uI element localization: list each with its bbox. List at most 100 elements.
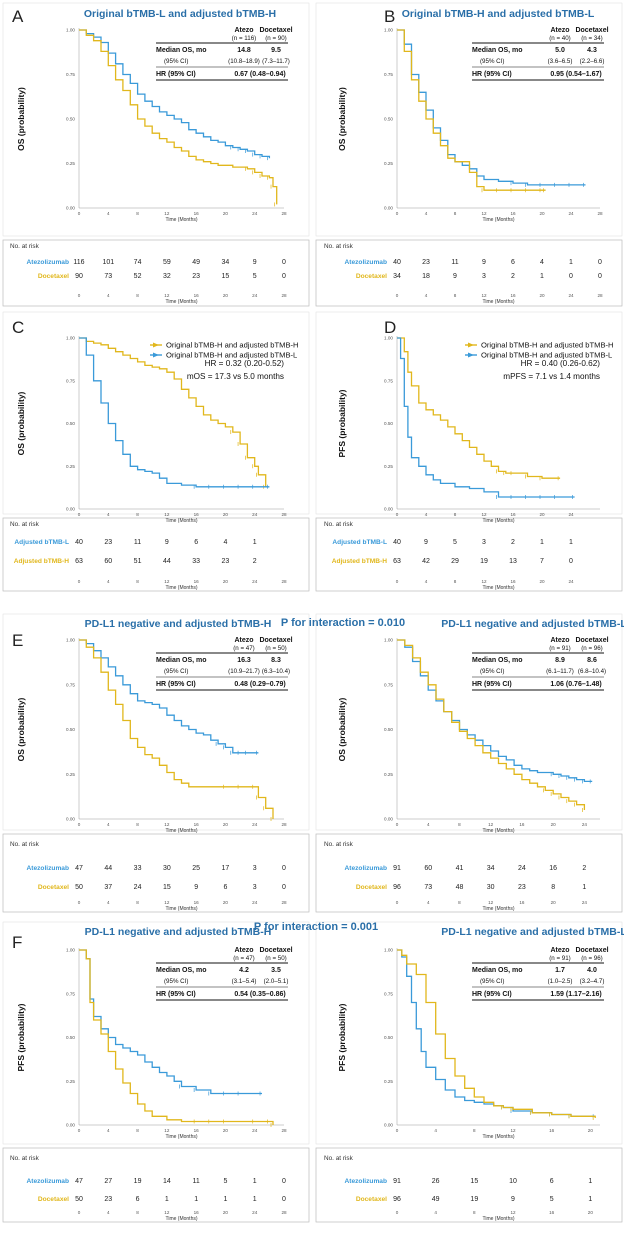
x-tick-label: 0 <box>78 512 81 517</box>
risk-count: 2 <box>511 273 515 280</box>
km-curve-docetaxel <box>397 639 586 810</box>
x-tick-label: 0 <box>396 211 399 216</box>
risk-count: 1 <box>569 539 573 546</box>
risk-count: 40 <box>393 259 401 266</box>
x-tick-label: 8 <box>136 1128 139 1133</box>
risk-count: 1 <box>582 884 586 891</box>
y-tick-label: 0.00 <box>384 206 393 211</box>
x-tick-label: 8 <box>136 211 139 216</box>
stats-row-hr: HR (95% CI) <box>472 991 512 998</box>
x-tick-label: 16 <box>194 822 200 827</box>
km-curve-atezolizumab <box>79 949 262 1095</box>
risk-count: 23 <box>222 558 230 565</box>
stats-row-hr: HR (95% CI) <box>156 71 196 78</box>
risk-count: 33 <box>134 865 142 872</box>
risk-x-tick: 0 <box>396 579 399 584</box>
annotation: HR = 0.40 (0.26-0.62) <box>521 359 601 368</box>
risk-count: 34 <box>222 259 230 266</box>
risk-x-label: Time (Months) <box>165 906 197 912</box>
risk-count: 30 <box>487 884 495 891</box>
risk-row-label: Docetaxel <box>38 1196 69 1203</box>
risk-count: 11 <box>451 259 458 266</box>
risk-x-label: Time (Months) <box>165 1216 197 1222</box>
x-tick-label: 16 <box>510 211 516 216</box>
stats-ci-docetaxel: (7.3–11.7) <box>262 58 290 65</box>
y-tick-label: 0.25 <box>384 772 393 777</box>
y-axis-label: PFS (probability) <box>337 389 347 457</box>
risk-count: 63 <box>393 558 401 565</box>
risk-count: 50 <box>75 1196 83 1203</box>
risk-row-label: Docetaxel <box>356 1196 387 1203</box>
risk-count: 33 <box>192 558 200 565</box>
risk-x-tick: 28 <box>281 293 287 298</box>
risk-x-tick: 4 <box>107 579 110 584</box>
risk-count: 9 <box>194 884 198 891</box>
risk-x-tick: 0 <box>396 900 399 905</box>
risk-x-tick: 28 <box>597 293 603 298</box>
x-tick-label: 20 <box>551 822 557 827</box>
km-curve-docetaxel <box>397 29 546 191</box>
x-tick-label: 4 <box>107 822 110 827</box>
y-tick-label: 1.00 <box>384 28 393 33</box>
risk-count: 0 <box>282 259 286 266</box>
x-tick-label: 4 <box>427 822 430 827</box>
stats-header-docetaxel: Docetaxel <box>575 637 608 644</box>
risk-count: 96 <box>393 884 401 891</box>
risk-row-label: Adjusted bTMB-H <box>14 558 70 565</box>
km-curve-original-btmb-h-and-adjusted-btmb-l <box>397 337 575 498</box>
y-tick-label: 0.25 <box>384 1079 393 1084</box>
no-at-risk-title: No. at risk <box>10 243 40 250</box>
risk-count: 1 <box>253 1196 257 1203</box>
stats-header-docetaxel: Docetaxel <box>259 27 292 34</box>
no-at-risk-title: No. at risk <box>324 1155 354 1162</box>
risk-table-frame <box>2 239 310 307</box>
stats-median-atezo: 1.7 <box>555 967 565 974</box>
x-tick-label: 24 <box>582 822 588 827</box>
risk-count: 19 <box>480 558 488 565</box>
panel-letter: E <box>12 631 23 650</box>
risk-x-tick: 4 <box>425 293 428 298</box>
risk-count: 6 <box>136 1196 140 1203</box>
stats-hr-value: 1.06 (0.76–1.48) <box>550 681 601 688</box>
risk-count: 60 <box>104 558 112 565</box>
x-tick-label: 24 <box>568 211 574 216</box>
risk-count: 27 <box>104 1178 112 1185</box>
risk-count: 3 <box>253 865 257 872</box>
stats-row-median: Median OS, mo <box>156 47 207 54</box>
stats-ci-atezo: (1.0–2.5) <box>548 978 573 985</box>
risk-count: 5 <box>223 1178 227 1185</box>
risk-table-frame <box>315 833 623 913</box>
panel-title: Original bTMB-L and adjusted bTMB-H <box>84 8 276 20</box>
risk-row-label: Docetaxel <box>356 884 387 891</box>
stats-row-ci: (95% CI) <box>480 978 504 985</box>
stats-n-atezo: (n = 47) <box>233 645 255 652</box>
x-axis-label: Time (Months) <box>482 1134 514 1140</box>
legend-label: Original bTMB-H and adjusted bTMB-H <box>481 341 614 350</box>
y-tick-label: 1.00 <box>66 638 75 643</box>
risk-count: 2 <box>582 865 586 872</box>
x-tick-label: 4 <box>425 211 428 216</box>
stats-median-atezo: 8.9 <box>555 657 565 664</box>
risk-count: 25 <box>192 865 200 872</box>
stats-header-atezo: Atezo <box>550 637 569 644</box>
risk-x-tick: 4 <box>427 900 430 905</box>
risk-x-label: Time (Months) <box>482 299 514 305</box>
risk-x-tick: 24 <box>252 579 258 584</box>
risk-count: 9 <box>511 1196 515 1203</box>
x-tick-label: 12 <box>481 512 487 517</box>
panel-letter: B <box>384 7 395 26</box>
risk-x-tick: 28 <box>281 900 287 905</box>
x-tick-label: 20 <box>539 211 545 216</box>
risk-count: 5 <box>253 273 257 280</box>
km-curve-docetaxel <box>79 639 274 819</box>
risk-count: 1 <box>588 1196 592 1203</box>
x-tick-label: 8 <box>136 512 139 517</box>
stats-n-docetaxel: (n = 50) <box>265 955 287 962</box>
risk-x-tick: 12 <box>481 293 487 298</box>
stats-median-docetaxel: 3.5 <box>271 967 281 974</box>
risk-count: 34 <box>393 273 401 280</box>
risk-x-tick: 24 <box>568 293 574 298</box>
risk-x-tick: 12 <box>510 1210 516 1215</box>
risk-x-tick: 24 <box>252 900 258 905</box>
